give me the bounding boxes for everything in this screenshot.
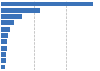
Bar — [1, 27, 10, 32]
Bar — [1, 20, 14, 25]
Bar — [1, 1, 93, 6]
Bar — [1, 65, 5, 70]
Bar — [1, 39, 7, 44]
Bar — [1, 46, 7, 51]
Bar — [1, 52, 6, 57]
Bar — [1, 33, 8, 38]
Bar — [1, 58, 6, 63]
Bar — [1, 14, 22, 19]
Bar — [1, 8, 40, 13]
